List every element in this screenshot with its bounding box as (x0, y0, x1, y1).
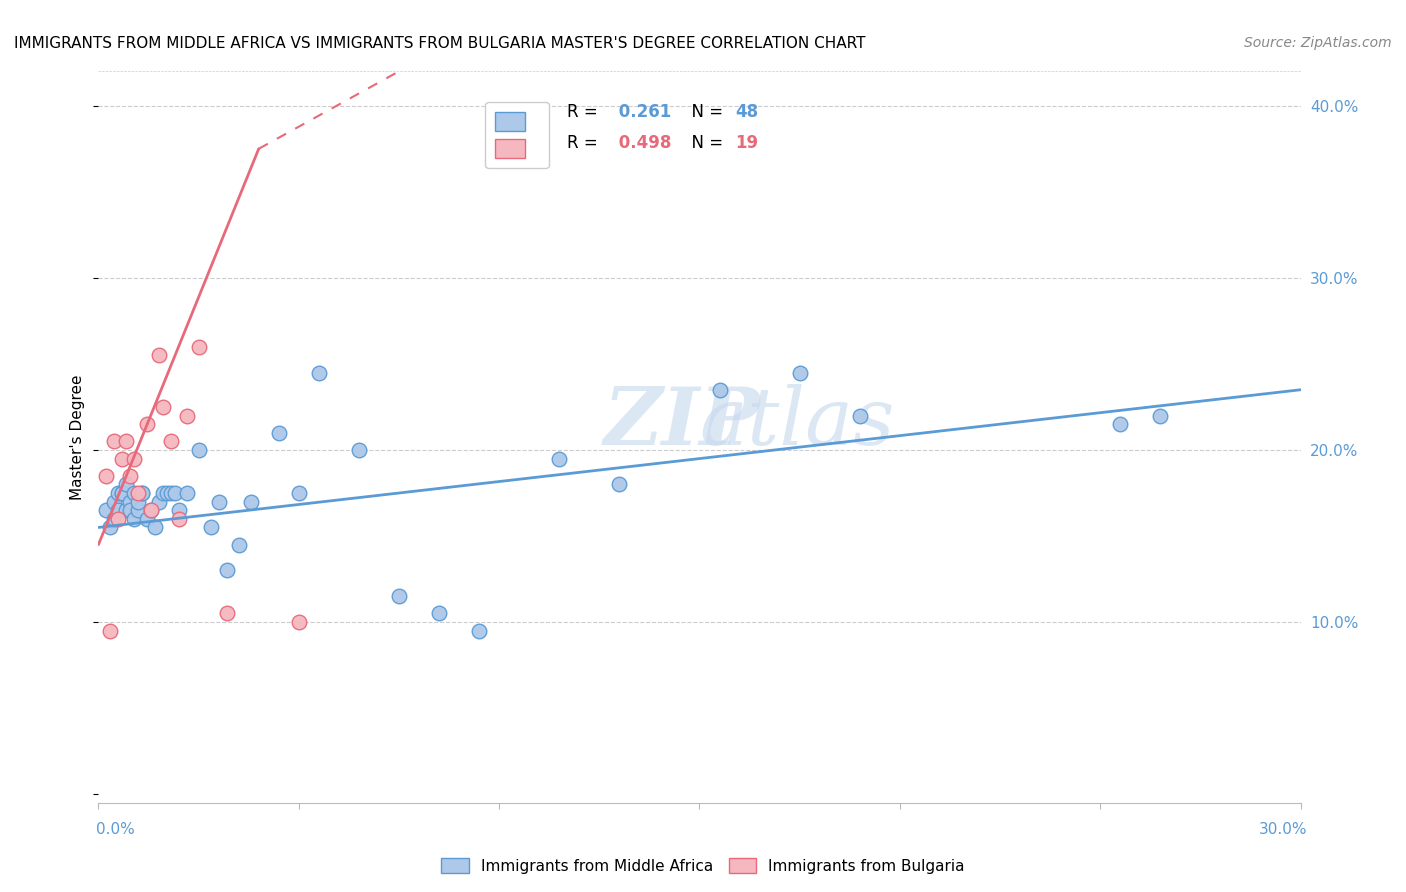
Point (148, 348, 170, 362)
Text: ZIP: ZIP (603, 384, 761, 461)
Point (143, 520, 166, 534)
Point (131, 486, 153, 500)
Point (100, 520, 122, 534)
Point (239, 494, 262, 508)
Point (427, 607, 450, 621)
Point (548, 451, 571, 466)
Point (103, 512, 125, 526)
Point (115, 477, 138, 491)
Text: R =: R = (567, 103, 603, 120)
Text: 0.261: 0.261 (613, 103, 671, 120)
Point (347, 442, 370, 457)
Legend: Immigrants from Middle Africa, Immigrants from Bulgaria: Immigrants from Middle Africa, Immigrant… (434, 852, 972, 880)
Point (228, 538, 250, 552)
Text: IMMIGRANTS FROM MIDDLE AFRICA VS IMMIGRANTS FROM BULGARIA MASTER'S DEGREE CORREL: IMMIGRANTS FROM MIDDLE AFRICA VS IMMIGRA… (14, 36, 866, 51)
Point (1149, 409, 1171, 423)
Point (159, 434, 181, 449)
Point (308, 366, 330, 380)
Point (208, 494, 231, 508)
Point (103, 434, 125, 449)
Point (107, 512, 129, 526)
Point (124, 451, 146, 466)
Point (128, 494, 150, 508)
Point (139, 503, 162, 517)
Point (155, 486, 177, 500)
Point (152, 486, 174, 500)
Point (120, 494, 142, 508)
Point (135, 512, 157, 526)
Point (107, 503, 129, 517)
Point (789, 366, 811, 380)
Point (111, 486, 134, 500)
Point (176, 486, 198, 500)
Point (1109, 417, 1132, 432)
Point (215, 607, 238, 621)
Point (468, 624, 491, 638)
Point (215, 564, 238, 578)
Y-axis label: Master's Degree: Master's Degree (70, 375, 86, 500)
Point (107, 486, 129, 500)
Point (388, 589, 411, 603)
Point (128, 503, 150, 517)
Point (267, 425, 290, 440)
Point (115, 503, 138, 517)
Point (849, 409, 872, 423)
Legend: , : , (485, 102, 548, 169)
Point (120, 503, 142, 517)
Text: 30.0%: 30.0% (1260, 822, 1308, 837)
Point (139, 503, 162, 517)
Text: N =: N = (682, 134, 728, 153)
Point (288, 615, 311, 629)
Point (609, 477, 631, 491)
Point (111, 486, 134, 500)
Point (187, 340, 209, 354)
Point (111, 451, 134, 466)
Point (288, 486, 311, 500)
Point (163, 486, 186, 500)
Text: 0.0%: 0.0% (96, 822, 135, 837)
Point (96, 468, 118, 483)
Point (124, 512, 146, 526)
Point (709, 383, 731, 397)
Point (159, 486, 181, 500)
Point (128, 486, 150, 500)
Point (167, 512, 190, 526)
Text: 0.498: 0.498 (613, 134, 671, 153)
Text: N =: N = (682, 103, 728, 120)
Text: R =: R = (567, 134, 603, 153)
Point (103, 494, 125, 508)
Point (176, 409, 198, 423)
Point (120, 468, 142, 483)
Point (187, 442, 209, 457)
Text: atlas: atlas (700, 384, 894, 461)
Point (200, 520, 222, 534)
Text: Source: ZipAtlas.com: Source: ZipAtlas.com (1244, 36, 1392, 50)
Point (96, 503, 118, 517)
Point (167, 503, 190, 517)
Point (135, 417, 157, 432)
Point (115, 434, 138, 449)
Text: 19: 19 (735, 134, 759, 153)
Point (131, 486, 153, 500)
Point (152, 400, 174, 414)
Point (124, 486, 146, 500)
Point (148, 494, 170, 508)
Text: 48: 48 (735, 103, 759, 120)
Point (100, 624, 122, 638)
